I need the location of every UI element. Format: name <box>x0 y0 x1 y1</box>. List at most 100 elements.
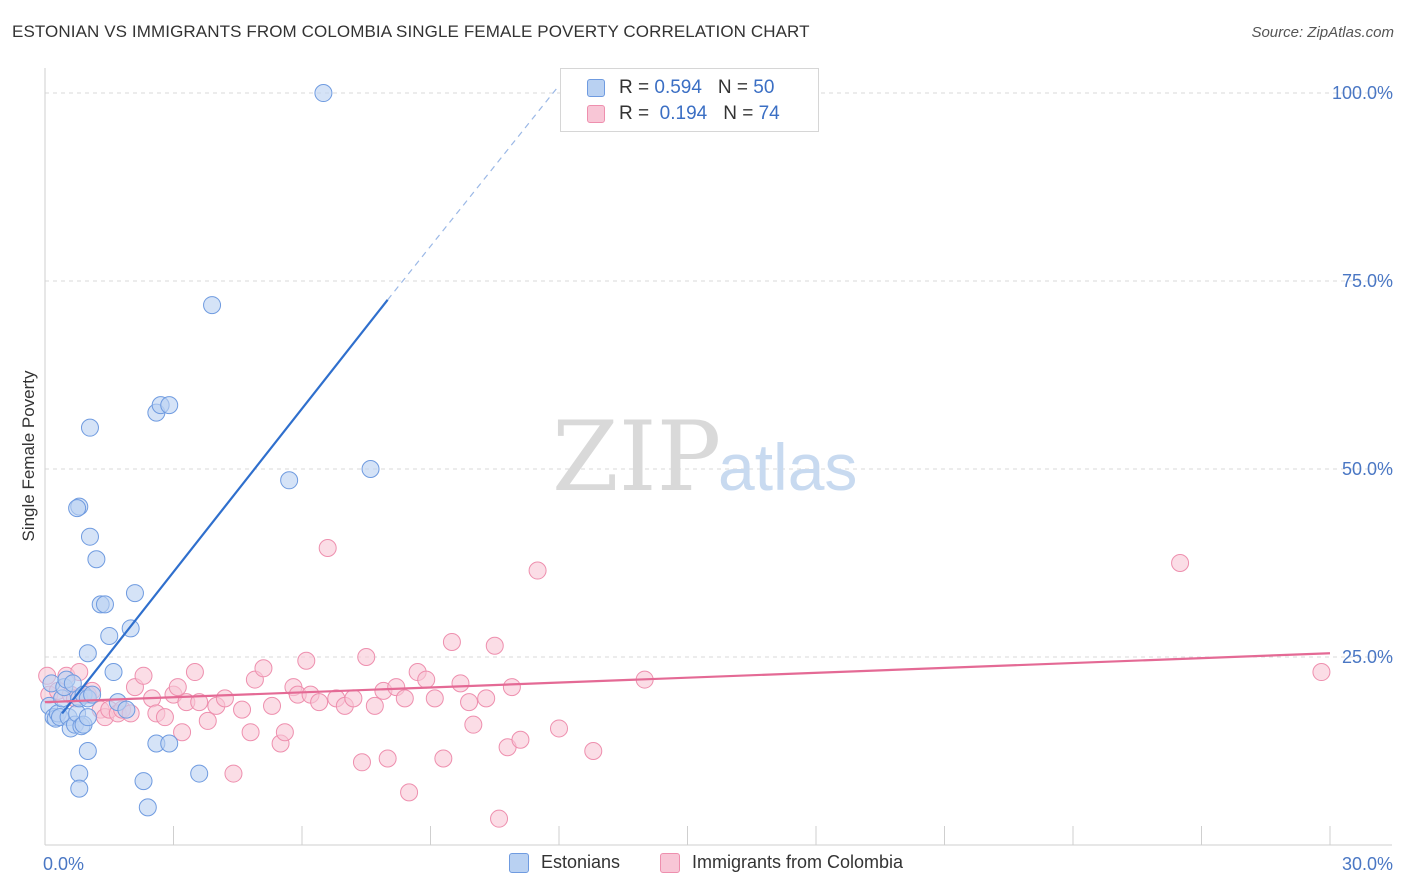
colombia-point <box>198 711 217 730</box>
gridlines <box>45 92 1392 658</box>
estonian-trend-line <box>61 299 389 715</box>
legend-n-label: N = <box>723 103 759 124</box>
estonian-point <box>87 550 106 569</box>
tick-labels: 25.0% 50.0% 75.0% 100.0% 0.0% 30.0% <box>43 83 1393 874</box>
legend-n-value: 74 <box>758 103 780 124</box>
y-tick-label: 50.0% <box>1342 459 1393 479</box>
colombia-point <box>490 809 509 828</box>
estonian-point <box>95 595 114 614</box>
estonian-point <box>78 742 97 761</box>
y-tick-label: 75.0% <box>1342 271 1393 291</box>
colombia-point <box>263 696 282 715</box>
y-tick-label: 100.0% <box>1332 83 1393 103</box>
colombia-point <box>297 651 316 670</box>
estonian-point <box>280 471 299 490</box>
legend-swatch-pink <box>587 105 605 123</box>
colombia-point <box>155 708 174 727</box>
legend-r-label: R = <box>619 103 655 124</box>
colombia-point <box>1312 663 1331 682</box>
estonian-point <box>160 396 179 415</box>
colombia-points <box>38 538 1331 828</box>
colombia-point <box>357 648 376 667</box>
estonian-point <box>70 764 89 783</box>
estonian-point <box>125 584 144 603</box>
estonian-point <box>63 674 82 693</box>
legend-n-label: N = <box>717 77 754 98</box>
legend-row-estonians: R = 0.594 N = 50 <box>587 76 774 100</box>
colombia-point <box>584 742 603 761</box>
colombia-point <box>528 561 547 580</box>
colombia-point <box>378 749 397 768</box>
estonian-points <box>40 84 380 817</box>
estonian-point <box>80 418 99 437</box>
estonian-point <box>160 734 179 753</box>
colombia-point <box>173 723 192 742</box>
legend-label-colombia: Immigrants from Colombia <box>692 852 904 872</box>
colombia-point <box>224 764 243 783</box>
legend-item-estonians[interactable]: Estonians <box>509 852 620 873</box>
estonian-point <box>117 700 136 719</box>
estonian-point <box>78 708 97 727</box>
colombia-point <box>417 670 436 689</box>
estonian-point <box>80 527 99 546</box>
colombia-point <box>190 693 209 712</box>
legend-item-colombia[interactable]: Immigrants from Colombia <box>660 852 903 873</box>
estonian-trend-extension <box>387 85 560 301</box>
estonian-point <box>134 772 153 791</box>
legend-row-colombia: R = 0.194 N = 74 <box>587 102 780 126</box>
estonian-point <box>138 798 157 817</box>
estonian-point <box>70 779 89 798</box>
colombia-point <box>400 783 419 802</box>
series-legend: Estonians Immigrants from Colombia <box>0 852 1406 878</box>
legend-swatch-colombia <box>660 852 680 873</box>
legend-label-estonians: Estonians <box>541 852 621 872</box>
colombia-point <box>1171 554 1190 573</box>
colombia-point <box>134 666 153 685</box>
legend-n-value: 50 <box>753 77 775 98</box>
correlation-legend: R = 0.594 N = 50 R = 0.194 N = 74 <box>560 68 819 132</box>
colombia-point <box>344 689 363 708</box>
colombia-point <box>485 636 504 655</box>
colombia-point <box>550 719 568 738</box>
colombia-point <box>275 723 294 742</box>
estonian-point <box>314 84 333 103</box>
estonian-point <box>361 460 380 479</box>
colombia-point <box>502 678 521 697</box>
colombia-point <box>254 659 273 678</box>
estonian-point <box>100 626 119 645</box>
colombia-point <box>477 689 496 708</box>
colombia-point <box>241 723 260 742</box>
colombia-point <box>352 753 371 772</box>
estonian-point <box>83 685 102 704</box>
legend-swatch-estonians <box>509 852 529 873</box>
colombia-point <box>464 715 483 734</box>
estonian-point <box>203 296 222 315</box>
estonian-point <box>68 499 87 518</box>
watermark-zip: ZIP <box>552 401 721 513</box>
colombia-point <box>451 674 470 693</box>
colombia-point <box>215 689 234 708</box>
colombia-trend-line <box>44 652 1331 704</box>
colombia-point <box>168 678 187 697</box>
x-tick-label-max: 30.0% <box>1342 854 1393 874</box>
y-tick-label: 25.0% <box>1342 647 1393 667</box>
watermark-atlas: atlas <box>718 430 857 504</box>
colombia-point <box>318 538 337 557</box>
chart-title: ESTONIAN VS IMMIGRANTS FROM COLOMBIA SIN… <box>12 22 810 41</box>
colombia-point <box>233 700 252 719</box>
source-label: Source: ZipAtlas.com <box>1251 24 1394 41</box>
estonian-point <box>78 644 97 663</box>
estonian-point <box>104 663 123 682</box>
estonian-point <box>190 764 209 783</box>
colombia-point <box>185 663 204 682</box>
legend-r-label: R = <box>619 77 655 98</box>
colombia-point <box>310 693 329 712</box>
colombia-point <box>425 689 444 708</box>
colombia-point <box>511 730 530 749</box>
colombia-point <box>460 693 479 712</box>
colombia-point <box>434 749 453 768</box>
axes <box>44 68 1392 846</box>
colombia-point <box>395 689 414 708</box>
trend-lines <box>44 85 1331 715</box>
